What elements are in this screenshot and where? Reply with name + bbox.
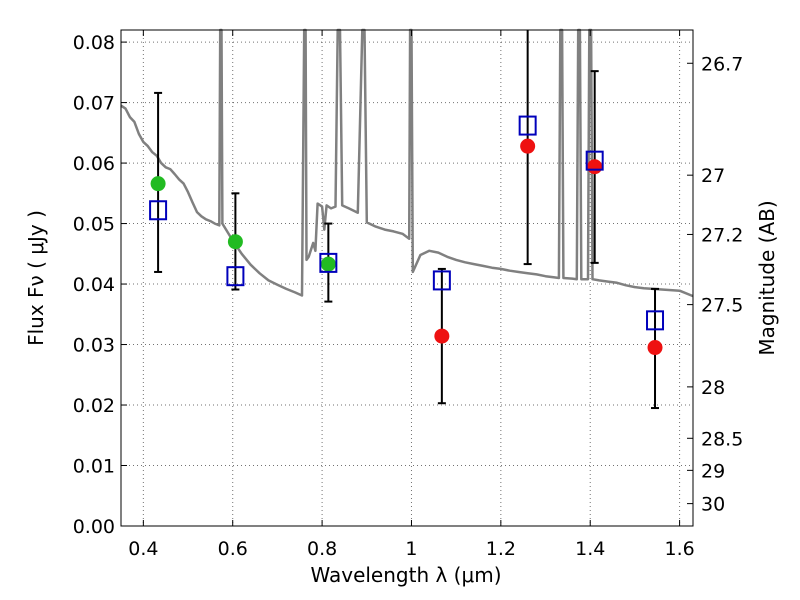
observed-point-red [520, 138, 536, 154]
y2-tick-label: 28 [701, 377, 725, 399]
y-tick-label: 0.05 [73, 214, 115, 236]
x-tick-label: 0.4 [128, 538, 158, 560]
observed-point-green [150, 176, 166, 192]
model-photometry-square [149, 200, 168, 221]
model-photometry-square [319, 252, 338, 273]
x-tick-label: 0.8 [307, 538, 337, 560]
y-tick-label: 0.08 [73, 32, 115, 54]
observed-point-green [227, 234, 243, 250]
x-tick-label: 1 [405, 538, 417, 560]
y-axis-label: Flux Fν ( μJy ) [24, 210, 48, 346]
model-photometry-square [226, 266, 245, 287]
grid-layer [121, 30, 693, 526]
y-tick-label: 0.00 [73, 516, 115, 538]
plot-frame [120, 29, 694, 527]
y-tick-label: 0.06 [73, 153, 115, 175]
y2-tick-label: 26.7 [701, 53, 743, 75]
marker-layer [149, 115, 665, 356]
model-photometry-square [585, 150, 604, 171]
y-tick-label: 0.03 [73, 335, 115, 357]
x-tick-label: 1.2 [486, 538, 516, 560]
model-photometry-square [518, 115, 537, 136]
observed-point-red [434, 328, 450, 344]
y2-tick-label: 27.2 [701, 224, 743, 246]
model-photometry-square [646, 310, 665, 331]
x-tick-label: 1.4 [575, 538, 605, 560]
y-tick-label: 0.07 [73, 93, 115, 115]
y2-tick-label: 29 [701, 460, 725, 482]
y2-tick-label: 27 [701, 165, 725, 187]
y2-axis-label: Magnitude (AB) [755, 200, 779, 355]
observed-point-green [320, 256, 336, 272]
y-tick-label: 0.04 [73, 274, 115, 296]
x-tick-label: 1.6 [664, 538, 694, 560]
tick-layer: 0.4 0.6 0.8 1 1.2 1.4 1.6 0.00 0.01 0.02 0.03 0.04 0… [73, 30, 743, 560]
observed-point-red [647, 340, 663, 356]
y2-tick-label: 28.5 [701, 428, 743, 450]
y-tick-label: 0.02 [73, 395, 115, 417]
x-axis-label: Wavelength λ (μm) [310, 563, 501, 587]
observed-point-red [587, 159, 603, 175]
y2-tick-label: 27.5 [701, 295, 743, 317]
x-tick-label: 0.6 [218, 538, 248, 560]
y2-tick-label: 30 [701, 494, 725, 516]
y-tick-label: 0.01 [73, 456, 115, 478]
model-photometry-square [432, 270, 451, 291]
